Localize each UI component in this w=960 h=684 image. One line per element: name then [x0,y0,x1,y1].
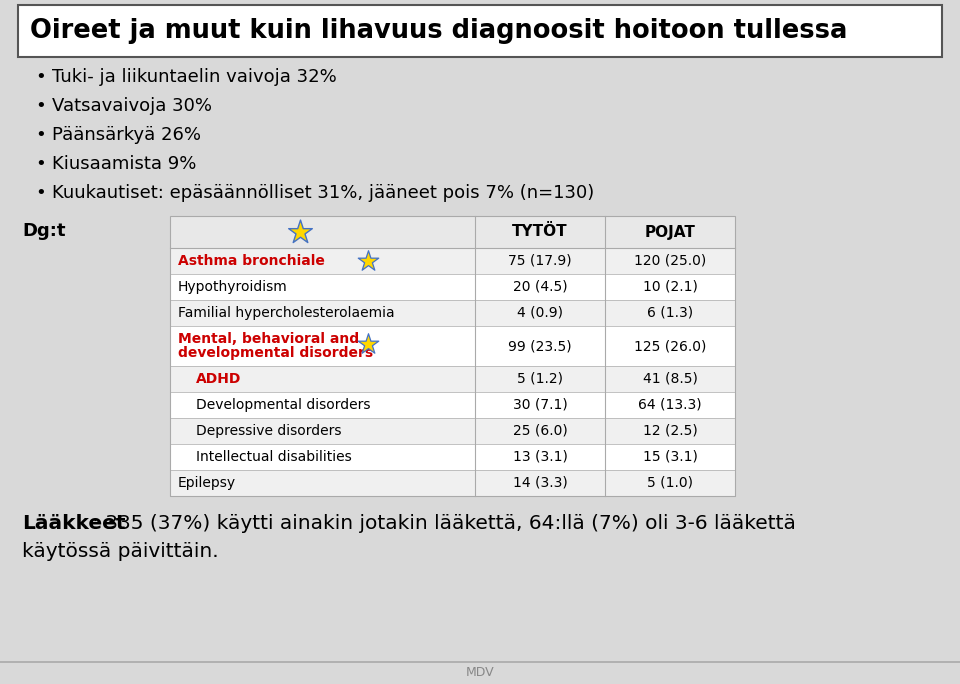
Text: MDV: MDV [466,666,494,679]
Point [360,339,375,350]
Bar [170,444,735,470]
Text: käytössä päivittäin.: käytössä päivittäin. [22,542,219,561]
Text: 125 (26.0): 125 (26.0) [634,339,707,353]
Text: 10 (2.1): 10 (2.1) [642,280,697,294]
Text: Kuukautiset: epäsäännölliset 31%, jääneet pois 7% (n=130): Kuukautiset: epäsäännölliset 31%, jäänee… [52,184,594,202]
Text: 75 (17.9): 75 (17.9) [508,254,572,268]
Text: Familial hypercholesterolaemia: Familial hypercholesterolaemia [178,306,395,320]
Bar [170,366,735,392]
Text: Developmental disorders: Developmental disorders [196,398,371,412]
Text: 4 (0.9): 4 (0.9) [517,306,563,320]
Text: Päänsärkyä 26%: Päänsärkyä 26% [52,126,201,144]
Text: Hypothyroidism: Hypothyroidism [178,280,288,294]
Text: : 335 (37%) käytti ainakin jotakin lääkettä, 64:llä (7%) oli 3-6 lääkettä: : 335 (37%) käytti ainakin jotakin lääke… [92,514,796,533]
Bar [170,216,735,496]
Text: 120 (25.0): 120 (25.0) [634,254,707,268]
Text: 20 (4.5): 20 (4.5) [513,280,567,294]
Text: 25 (6.0): 25 (6.0) [513,424,567,438]
Bar [170,470,735,496]
Text: Asthma bronchiale: Asthma bronchiale [178,254,324,268]
Text: 12 (2.5): 12 (2.5) [642,424,697,438]
Text: 41 (8.5): 41 (8.5) [642,372,697,386]
Text: Depressive disorders: Depressive disorders [196,424,342,438]
Text: Kiusaamista 9%: Kiusaamista 9% [52,155,197,173]
Bar [170,326,735,366]
Text: 15 (3.1): 15 (3.1) [642,450,697,464]
Text: 5 (1.0): 5 (1.0) [647,476,693,490]
Text: •: • [35,97,46,115]
Text: Dg:t: Dg:t [22,222,65,240]
Text: ADHD: ADHD [196,372,241,386]
Bar [170,418,735,444]
Point [360,256,375,267]
Text: 64 (13.3): 64 (13.3) [638,398,702,412]
Bar [170,216,735,248]
Text: Mental, behavioral and: Mental, behavioral and [178,332,359,346]
Text: •: • [35,184,46,202]
Text: 99 (23.5): 99 (23.5) [508,339,572,353]
Bar [170,274,735,300]
Text: 13 (3.1): 13 (3.1) [513,450,567,464]
Text: Epilepsy: Epilepsy [178,476,236,490]
Text: Oireet ja muut kuin lihavuus diagnoosit hoitoon tullessa: Oireet ja muut kuin lihavuus diagnoosit … [30,18,848,44]
Text: •: • [35,155,46,173]
Bar [170,392,735,418]
Text: 5 (1.2): 5 (1.2) [517,372,563,386]
Bar [170,248,735,274]
Text: •: • [35,126,46,144]
Text: 14 (3.3): 14 (3.3) [513,476,567,490]
Text: Intellectual disabilities: Intellectual disabilities [196,450,351,464]
Text: Lääkkeet: Lääkkeet [22,514,126,533]
Text: Vatsavaivoja 30%: Vatsavaivoja 30% [52,97,212,115]
Text: POJAT: POJAT [644,224,695,239]
Text: developmental disorders: developmental disorders [178,346,373,360]
Point [292,226,307,237]
Text: 6 (1.3): 6 (1.3) [647,306,693,320]
Text: TYTÖT: TYTÖT [513,224,567,239]
Bar [170,300,735,326]
Bar [18,5,942,57]
Text: 30 (7.1): 30 (7.1) [513,398,567,412]
Text: •: • [35,68,46,86]
Text: Tuki- ja liikuntaelin vaivoja 32%: Tuki- ja liikuntaelin vaivoja 32% [52,68,337,86]
